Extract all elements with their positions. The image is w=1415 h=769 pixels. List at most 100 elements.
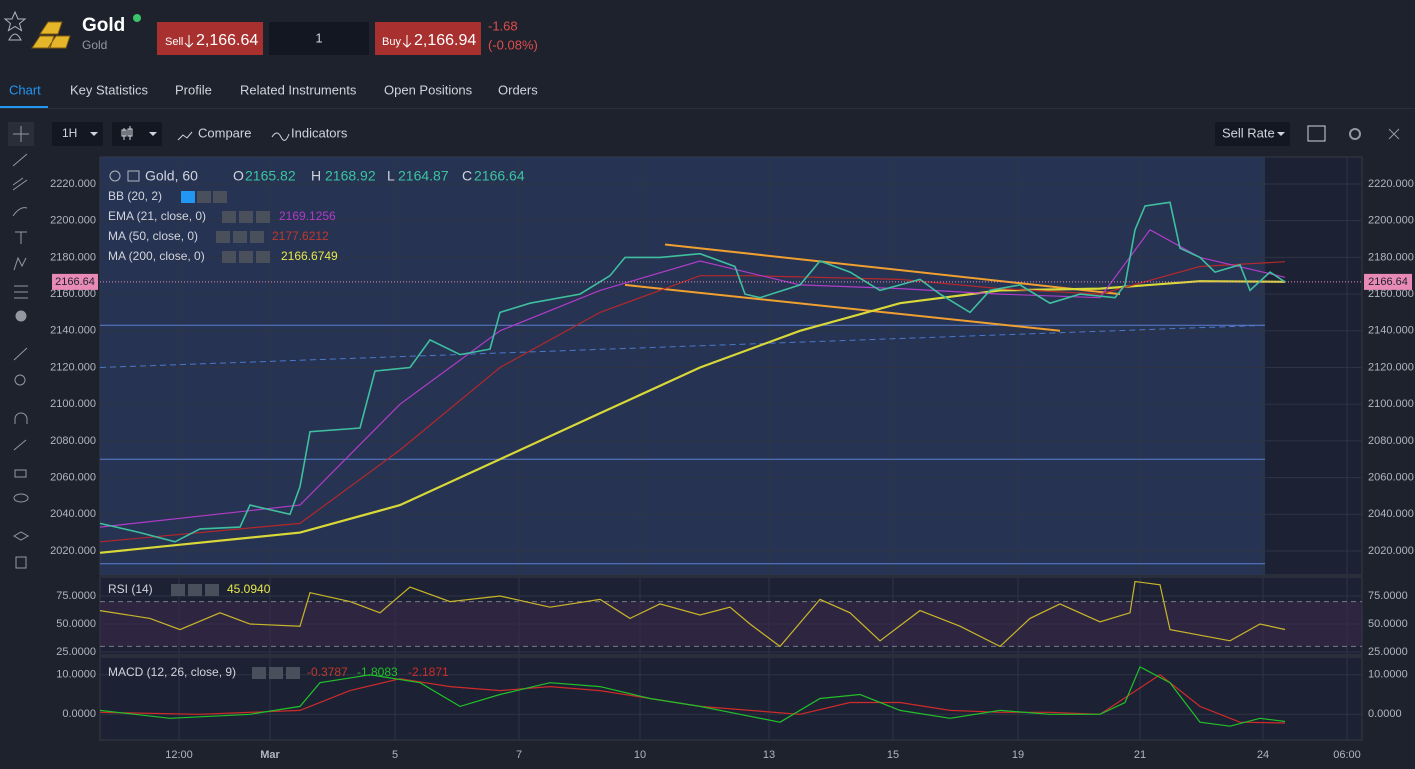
- interval: 1H: [62, 126, 77, 140]
- fullscreen-button[interactable]: [1388, 128, 1400, 140]
- x-tick-label: 12:00: [165, 749, 193, 761]
- sell-price: 2,166.64: [196, 32, 258, 49]
- legend-icon[interactable]: [252, 667, 266, 679]
- help-tool[interactable]: [15, 310, 27, 322]
- y-tick-label: 2060.000: [50, 471, 96, 483]
- legend-icon[interactable]: [188, 584, 202, 596]
- buy-button[interactable]: [375, 22, 481, 55]
- x-tick-label: 21: [1134, 749, 1146, 761]
- legend-icon[interactable]: [222, 211, 236, 223]
- tab[interactable]: Profile: [175, 82, 212, 97]
- y-tick-label: 2180.000: [1368, 251, 1414, 263]
- y-tick-label: 75.0000: [56, 590, 96, 602]
- y-tick-label: 2220.000: [1368, 178, 1414, 190]
- y-tick-label: 25.0000: [56, 646, 96, 658]
- line-tool[interactable]: [12, 153, 28, 167]
- lock-tool[interactable]: [14, 469, 27, 478]
- legend-histogram: -0.3787: [307, 665, 348, 679]
- y-tick-label: 2100.000: [1368, 398, 1414, 410]
- y-tick-label: 2200.000: [50, 215, 96, 227]
- legend-icon[interactable]: [250, 231, 264, 243]
- legend-icon[interactable]: [269, 667, 283, 679]
- caret: [1277, 132, 1285, 136]
- y-tick-label: 2040.000: [50, 508, 96, 520]
- tab[interactable]: Orders: [498, 82, 538, 97]
- legend-macd-value: -1.8083: [357, 665, 398, 679]
- tab[interactable]: Related Instruments: [240, 82, 357, 97]
- delete-tool[interactable]: [15, 556, 27, 569]
- legend-icon[interactable]: [205, 584, 219, 596]
- layers-tool[interactable]: [12, 531, 30, 541]
- x-tick-label: 13: [763, 749, 775, 761]
- prediction-tool[interactable]: [14, 285, 28, 299]
- legend-open: 2165.82: [245, 168, 296, 184]
- alert-icon[interactable]: [8, 33, 22, 41]
- price-tag-label: 2166.64: [55, 276, 95, 288]
- y-tick-label: 0.0000: [62, 708, 96, 720]
- rsi-band: [100, 601, 1362, 647]
- y-tick-label: 2040.000: [1368, 508, 1414, 520]
- legend-signal: -2.1871: [408, 665, 449, 679]
- series-line: [99, 674, 1286, 724]
- legend-icon[interactable]: [171, 584, 185, 596]
- legend-macd: MACD (12, 26, close, 9): [108, 665, 236, 679]
- sell-label: Sell: [165, 36, 183, 48]
- series-line: [99, 201, 1286, 543]
- y-tick-label: 2200.000: [1368, 215, 1414, 227]
- y-tick-label: 2080.000: [1368, 435, 1414, 447]
- y-tick-label: 50.0000: [56, 618, 96, 630]
- x-tick-label: Mar: [260, 749, 280, 761]
- x-tick-label: 15: [887, 749, 899, 761]
- magnet-tool[interactable]: [14, 412, 28, 424]
- indicators[interactable]: Indicators: [291, 125, 348, 140]
- hide-tool[interactable]: [13, 493, 29, 503]
- y-tick-label: 2120.000: [1368, 361, 1414, 373]
- legend-l: L: [387, 168, 395, 184]
- legend-icon[interactable]: [239, 251, 253, 263]
- screenshot-button[interactable]: [1307, 125, 1326, 142]
- rate-select[interactable]: [1215, 122, 1290, 146]
- settings-button[interactable]: [1349, 128, 1361, 140]
- x-tick-label: 24: [1257, 749, 1269, 761]
- rate: Sell Rate: [1222, 125, 1275, 140]
- legend-icon[interactable]: [197, 191, 211, 203]
- legend-icon[interactable]: [216, 231, 230, 243]
- legend-icon[interactable]: [222, 251, 236, 263]
- zoom-tool[interactable]: [14, 374, 26, 386]
- crosshair-tool[interactable]: [13, 126, 29, 142]
- compare-icon: [177, 131, 193, 141]
- tab[interactable]: Chart: [9, 82, 41, 97]
- macd-pane[interactable]: [99, 656, 1363, 741]
- caret: [90, 132, 98, 136]
- minimize-icon[interactable]: [127, 170, 140, 182]
- legend-icon[interactable]: [233, 231, 247, 243]
- y-tick-label: 2220.000: [50, 178, 96, 190]
- legend-icon[interactable]: [286, 667, 300, 679]
- legend-icon[interactable]: [256, 251, 270, 263]
- sell-button[interactable]: [157, 22, 263, 55]
- legend-icon[interactable]: [213, 191, 227, 203]
- fib-tool[interactable]: [12, 177, 28, 191]
- y-tick-label: 2020.000: [1368, 545, 1414, 557]
- y-tick-label: 25.0000: [1368, 646, 1408, 658]
- tab[interactable]: Open Positions: [384, 82, 473, 97]
- text-tool[interactable]: [15, 231, 27, 244]
- brush-tool[interactable]: [12, 207, 28, 217]
- x-tick-label: 10: [634, 749, 646, 761]
- collapse-icon[interactable]: [109, 170, 121, 182]
- y-tick-label: 50.0000: [1368, 618, 1408, 630]
- quantity-input[interactable]: [269, 22, 369, 55]
- lock-draw-tool[interactable]: [13, 439, 27, 451]
- interval-select[interactable]: [52, 122, 103, 146]
- toggle-icon[interactable]: [181, 191, 195, 203]
- legend-icon[interactable]: [239, 211, 253, 223]
- tab[interactable]: Key Statistics: [70, 82, 149, 97]
- legend-h: H: [311, 168, 321, 184]
- compare[interactable]: Compare: [198, 125, 251, 140]
- symbol: Gold: [82, 15, 125, 36]
- star-icon[interactable]: [3, 10, 27, 32]
- pattern-tool[interactable]: [13, 256, 27, 271]
- ruler-tool[interactable]: [13, 347, 28, 361]
- legend-icon[interactable]: [256, 211, 270, 223]
